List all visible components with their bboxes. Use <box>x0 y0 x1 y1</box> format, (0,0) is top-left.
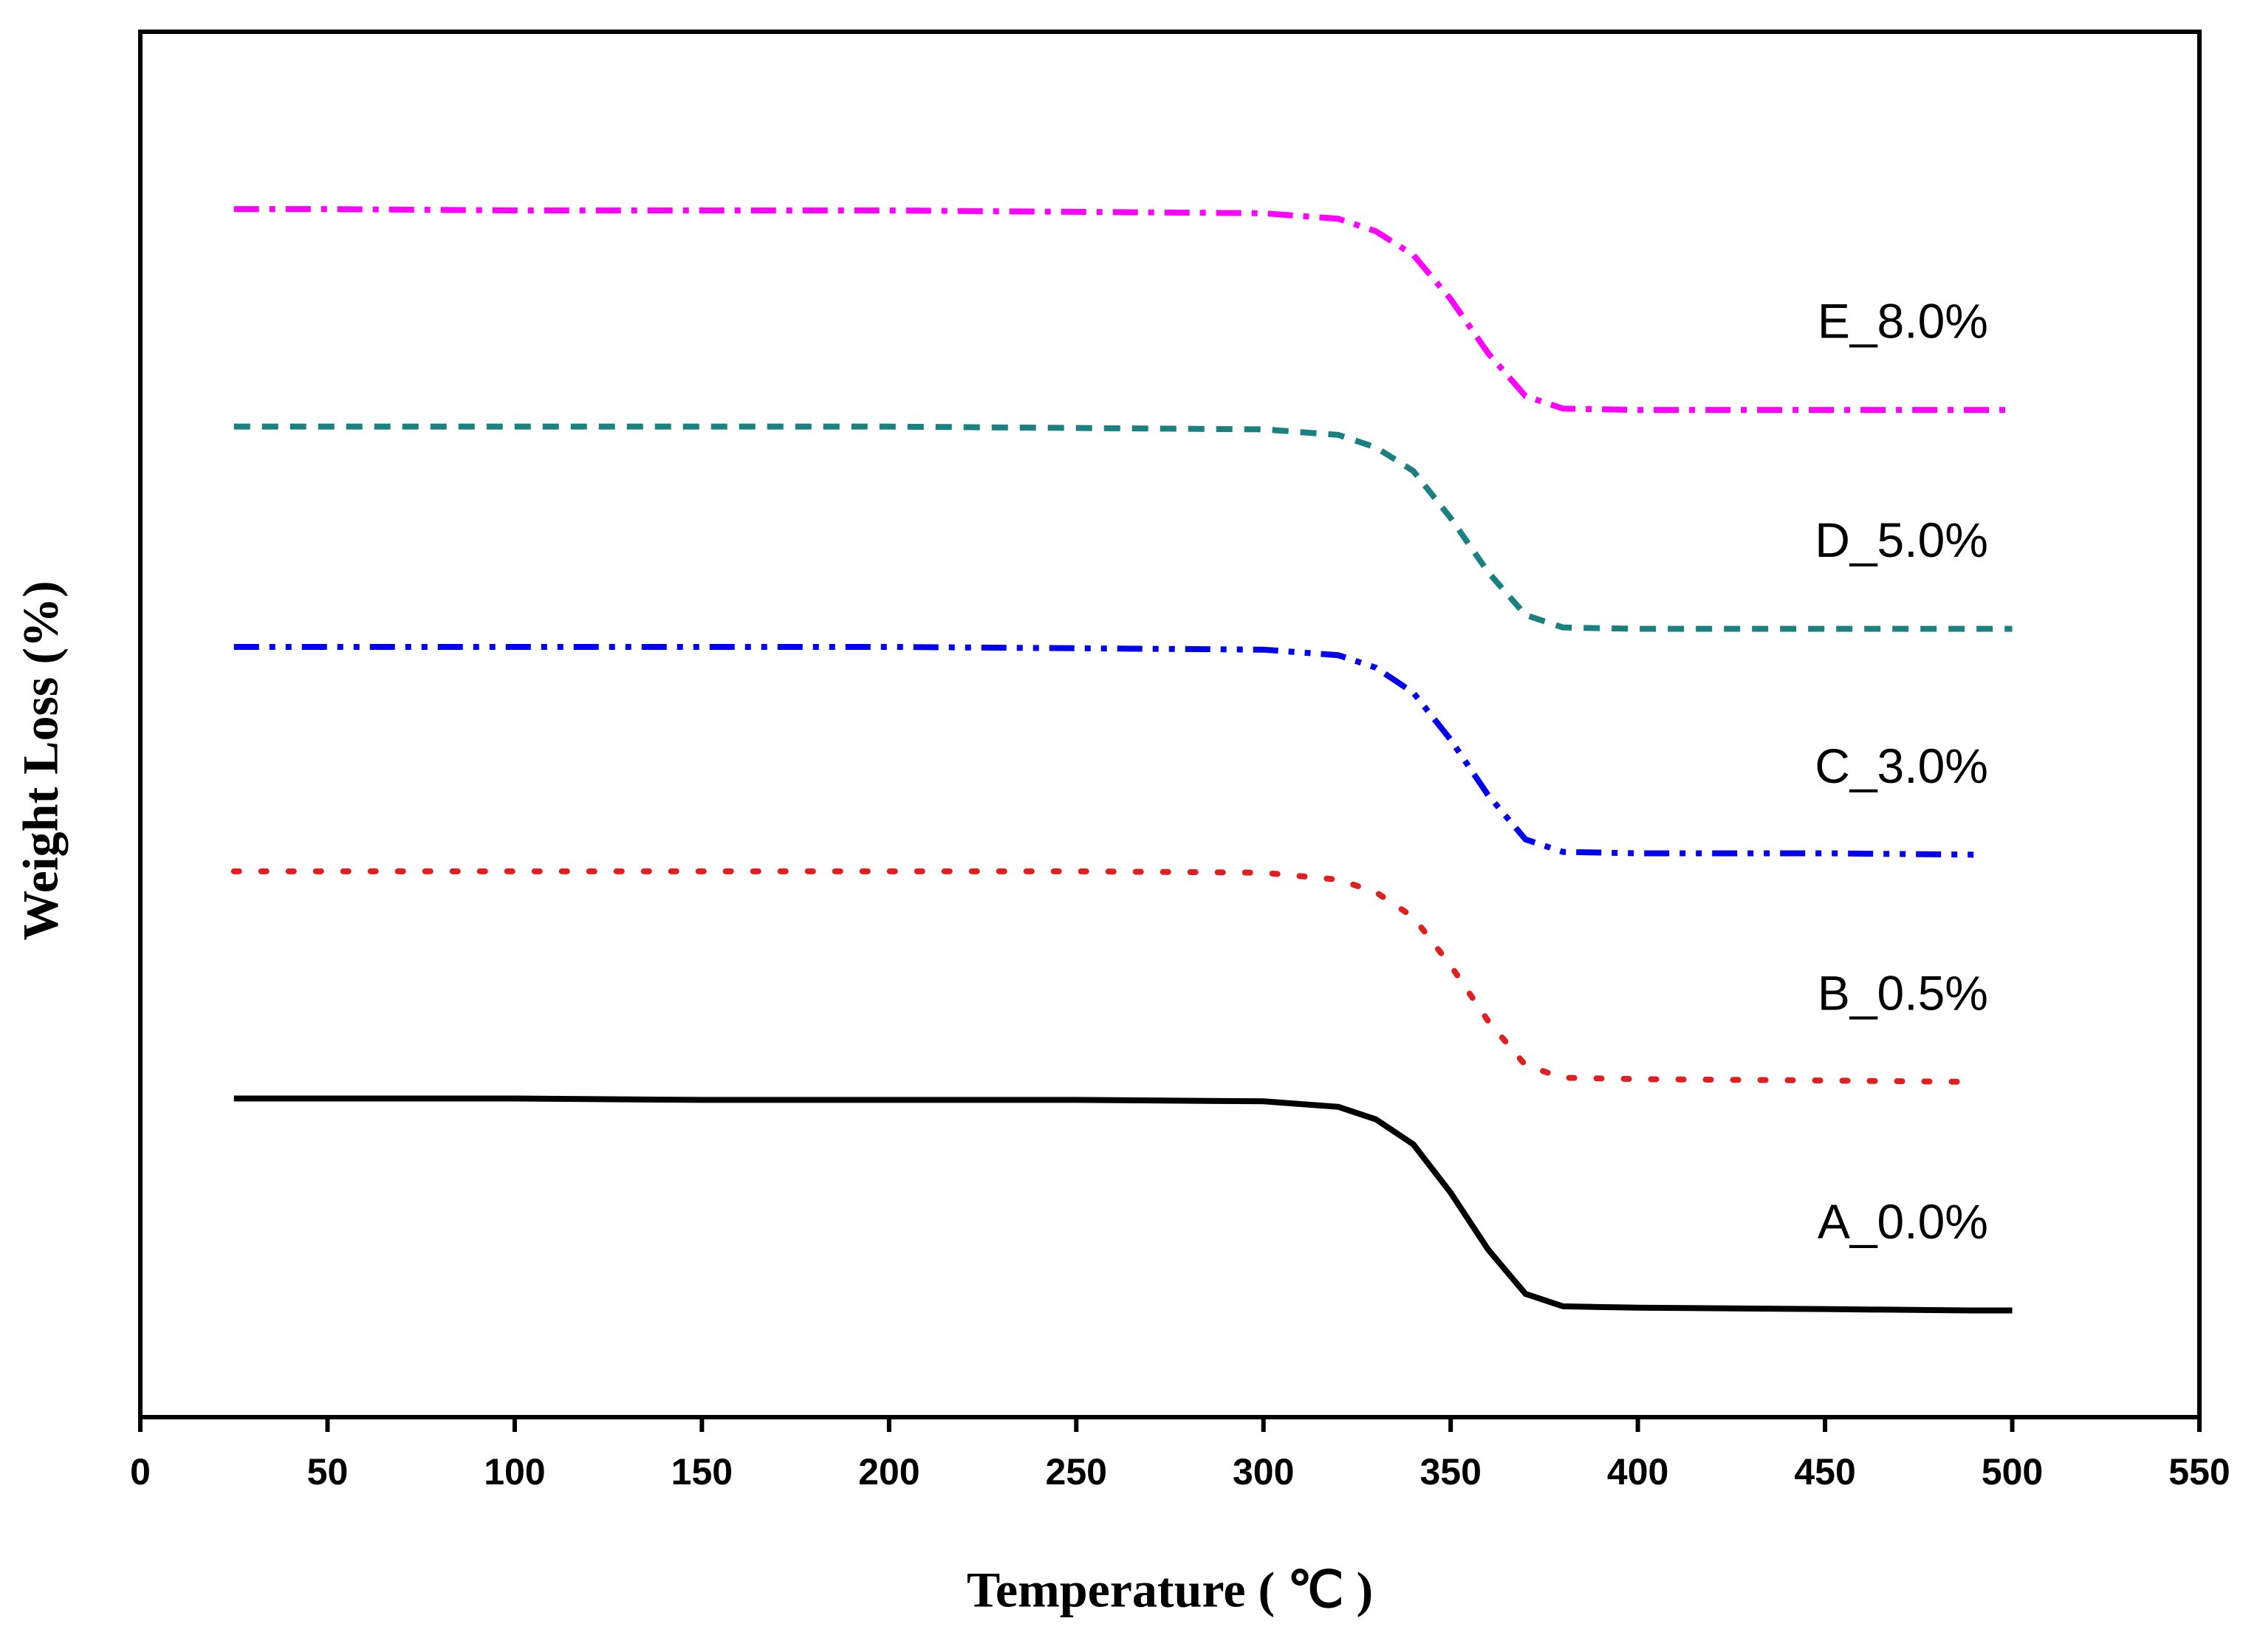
x-axis-title: Temperature ( ℃ ) <box>967 1562 1373 1618</box>
x-tick-label: 150 <box>671 1451 733 1492</box>
x-tick-label: 400 <box>1607 1451 1668 1492</box>
series-label: E_8.0% <box>1818 294 1988 349</box>
series-label: C_3.0% <box>1815 738 1988 793</box>
data-line <box>230 868 1978 1086</box>
series-label: A_0.0% <box>1818 1194 1988 1249</box>
x-tick-label: 100 <box>484 1451 545 1492</box>
series-label: D_5.0% <box>1815 513 1988 567</box>
x-tick-label: 350 <box>1420 1451 1481 1492</box>
data-line <box>233 1095 2013 1314</box>
x-tick-label: 50 <box>307 1451 349 1492</box>
plot-frame <box>138 30 2202 1419</box>
x-tick-label: 250 <box>1046 1451 1107 1492</box>
x-tick-label: 0 <box>130 1451 151 1492</box>
series-label: B_0.5% <box>1818 965 1988 1020</box>
data-line <box>233 206 2013 414</box>
x-tick-label: 200 <box>858 1451 920 1492</box>
x-tick-label: 550 <box>2168 1451 2230 1492</box>
data-line <box>233 423 2013 632</box>
x-tick-label: 450 <box>1794 1451 1855 1492</box>
x-tick-label: 500 <box>1982 1451 2043 1492</box>
data-line <box>233 643 1975 858</box>
y-axis-title: Weight Loss (%) <box>13 580 69 940</box>
x-tick-label: 300 <box>1233 1451 1294 1492</box>
